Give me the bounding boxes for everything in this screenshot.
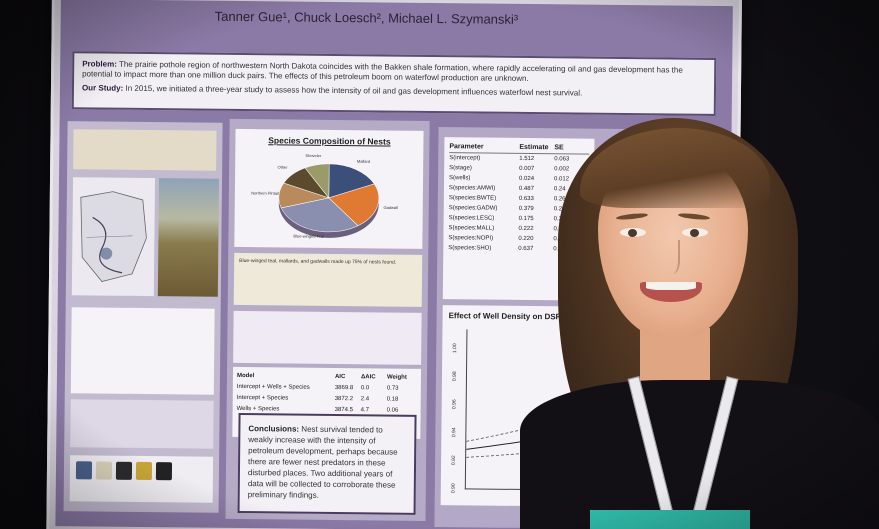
analysis-text-box xyxy=(233,310,422,365)
sponsor-logo xyxy=(115,461,133,480)
teal-shirt-graphic xyxy=(590,510,750,529)
pie-label: Other xyxy=(277,165,288,170)
study-text: In 2015, we initiated a three-year study… xyxy=(125,83,583,98)
y-tick-label: 0.90 xyxy=(450,483,457,494)
pie-label: Northern Pintail xyxy=(251,190,279,195)
daic-col-header: ΔAIC xyxy=(360,374,376,381)
problem-label: Problem: xyxy=(82,59,117,69)
poster-authors: Tanner Gue¹, Chuck Loesch², Michael L. S… xyxy=(214,8,519,27)
sponsor-logos xyxy=(69,455,214,503)
pie-label: Gadwall xyxy=(383,205,398,210)
map-graphic xyxy=(80,191,147,282)
y-tick-label: 0.98 xyxy=(451,371,458,382)
study-label: Our Study: xyxy=(81,83,124,93)
nest-count-table xyxy=(70,307,215,395)
pie-slice xyxy=(304,163,330,199)
poster-column-left xyxy=(63,121,223,513)
table-cell: 0.73 xyxy=(386,385,399,392)
weight-col-header: Weight xyxy=(386,374,407,381)
pie-slice xyxy=(328,163,375,199)
pie-slice xyxy=(280,197,359,233)
pie-label: Mallard xyxy=(357,159,370,164)
table-cell: 3872.2 xyxy=(334,395,354,403)
bullet-text: Blue-winged teal, mallards, and gadwalls… xyxy=(239,257,397,266)
species-composition-panel: Species Composition of Nests Mallard Gadw… xyxy=(234,128,424,249)
problem-text: The prairie pothole region of northweste… xyxy=(82,59,683,83)
species-pie-chart: Mallard Gadwall Blue-winged Teal Northern P… xyxy=(251,153,398,239)
table-cell: 0.0 xyxy=(360,385,370,392)
conclusion-text: Nest survival tended to weakly increase … xyxy=(247,424,398,500)
teeth xyxy=(646,282,696,290)
sponsor-logo xyxy=(95,461,113,480)
aic-col-header: AIC xyxy=(334,373,346,381)
sponsor-logo xyxy=(75,461,93,480)
study-paragraph: Our Study: In 2015, we initiated a three… xyxy=(82,83,706,100)
y-tick-label: 0.96 xyxy=(451,399,458,410)
pie-label: Blue-winged Teal xyxy=(293,233,324,238)
study-area-map xyxy=(71,177,156,297)
table-cell: 2.4 xyxy=(360,396,370,403)
pie-label: Shoveler xyxy=(305,153,322,158)
field-photo xyxy=(157,178,220,297)
conclusions-box: Conclusions: Nest survival tended to wea… xyxy=(237,412,417,515)
sponsor-logo xyxy=(135,461,153,481)
poster-column-middle: Species Composition of Nests Mallard Gadw… xyxy=(225,118,430,521)
presenter-person xyxy=(480,110,879,529)
poster-affiliations xyxy=(135,26,675,32)
table-cell: 3869.8 xyxy=(334,384,354,392)
conclusion-label: Conclusions: xyxy=(248,424,300,434)
acknowledgements-box xyxy=(70,399,214,449)
results-bullets: Blue-winged teal, mallards, and gadwalls… xyxy=(233,252,423,307)
sponsor-logo xyxy=(155,462,173,481)
pie-slice xyxy=(328,183,380,227)
y-tick-label: 1.00 xyxy=(452,343,459,354)
nose xyxy=(662,240,680,274)
y-tick-label: 0.92 xyxy=(450,455,458,466)
conclusion-paragraph: Conclusions: Nest survival tended to wea… xyxy=(248,423,407,502)
problem-statement-box: Problem: The prairie pothole region of n… xyxy=(71,51,717,116)
research-poster: Tanner Gue¹, Chuck Loesch², Michael L. S… xyxy=(46,0,742,529)
left-eye xyxy=(620,228,646,237)
poster-header: Tanner Gue¹, Chuck Loesch², Michael L. S… xyxy=(64,0,714,52)
methods-note-box xyxy=(73,129,217,171)
right-eye xyxy=(682,228,708,237)
table-cell: 0.18 xyxy=(386,396,399,403)
y-tick-label: 0.94 xyxy=(451,427,458,438)
problem-paragraph: Problem: The prairie pothole region of n… xyxy=(82,59,706,86)
